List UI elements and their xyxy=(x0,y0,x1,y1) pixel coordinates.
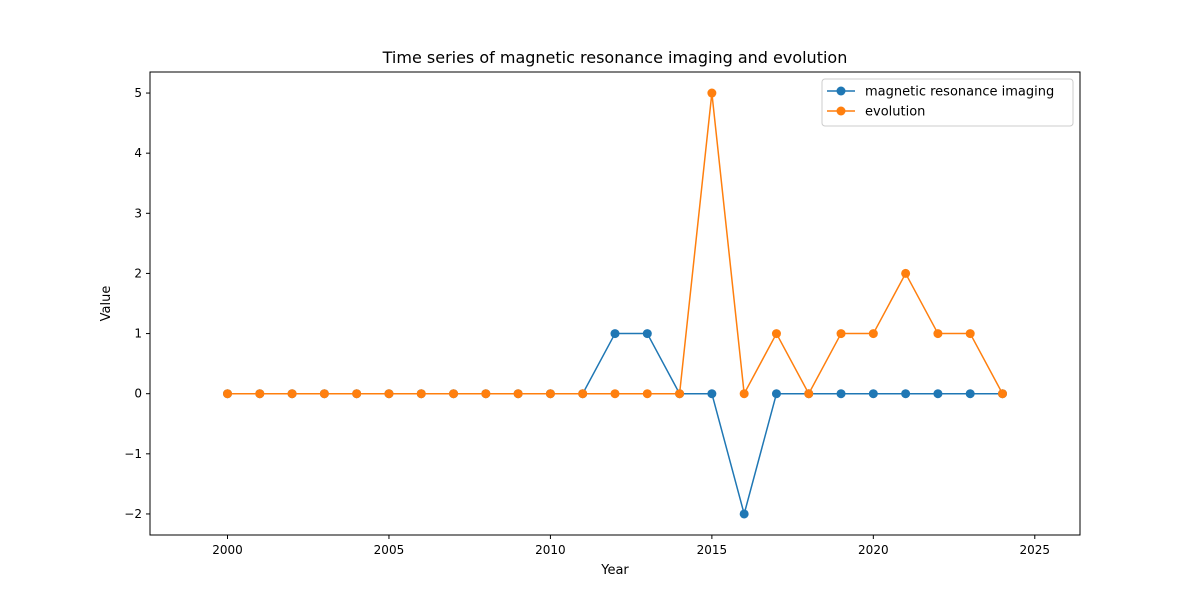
data-point xyxy=(965,329,975,339)
data-point xyxy=(578,389,588,399)
data-point xyxy=(513,389,523,399)
x-tick-label: 2000 xyxy=(212,543,243,557)
chart-title: Time series of magnetic resonance imagin… xyxy=(382,48,848,67)
data-point xyxy=(416,389,426,399)
data-point xyxy=(384,389,394,399)
data-point xyxy=(836,329,846,339)
legend-box xyxy=(821,78,1074,127)
data-point xyxy=(804,389,814,399)
data-point xyxy=(836,389,846,399)
y-tick-label: 0 xyxy=(134,387,142,401)
data-point xyxy=(449,389,459,399)
data-point xyxy=(998,389,1007,399)
data-point xyxy=(868,329,878,339)
legend-marker xyxy=(836,86,846,96)
data-point xyxy=(901,268,911,278)
x-tick-label: 2005 xyxy=(374,543,405,557)
plot-frame xyxy=(149,71,1081,536)
data-point xyxy=(868,389,878,399)
y-tick-label: 5 xyxy=(134,86,142,100)
data-point xyxy=(707,389,717,399)
data-point xyxy=(255,389,265,399)
data-point xyxy=(901,389,911,399)
x-tick-label: 2025 xyxy=(1020,543,1051,557)
x-axis-label: Year xyxy=(600,563,629,578)
data-point xyxy=(610,389,620,399)
x-axis-ticks: 2000 2005 2010 2015 2020 2025 xyxy=(212,535,1050,557)
data-point xyxy=(319,389,329,399)
y-tick-label: 3 xyxy=(134,206,142,220)
data-point xyxy=(642,329,652,339)
data-point xyxy=(545,389,555,399)
data-point xyxy=(642,389,652,399)
legend-label: evolution xyxy=(865,105,925,120)
data-point xyxy=(965,389,975,399)
legend-item: evolution xyxy=(827,105,925,120)
legend-marker xyxy=(836,106,846,116)
legend: magnetic resonance imaging evolution xyxy=(821,78,1074,127)
y-tick-label: −1 xyxy=(124,447,142,461)
y-tick-label: 1 xyxy=(134,327,142,341)
data-point xyxy=(675,389,685,399)
x-tick-label: 2015 xyxy=(697,543,728,557)
y-tick-label: 4 xyxy=(134,146,142,160)
data-point xyxy=(352,389,362,399)
legend-item: magnetic resonance imaging xyxy=(827,85,1054,100)
series-layer xyxy=(223,88,1007,519)
data-point xyxy=(933,389,943,399)
y-tick-label: −2 xyxy=(124,507,142,521)
plot-background xyxy=(150,72,1080,535)
y-axis-ticks: −2 −1 0 1 2 3 4 5 xyxy=(124,86,150,521)
x-tick-label: 2020 xyxy=(858,543,889,557)
data-point xyxy=(223,389,232,399)
series-2 xyxy=(223,88,1007,399)
data-point xyxy=(610,329,620,339)
data-point xyxy=(739,509,749,519)
data-point xyxy=(933,329,943,339)
legend-label: magnetic resonance imaging xyxy=(865,85,1054,100)
y-axis-label: Value xyxy=(99,286,114,322)
data-point xyxy=(287,389,297,399)
data-point xyxy=(771,329,781,339)
data-point xyxy=(481,389,491,399)
data-point xyxy=(739,389,749,399)
data-point xyxy=(771,389,781,399)
y-tick-label: 2 xyxy=(134,266,142,280)
x-tick-label: 2010 xyxy=(535,543,566,557)
data-point xyxy=(707,88,717,98)
